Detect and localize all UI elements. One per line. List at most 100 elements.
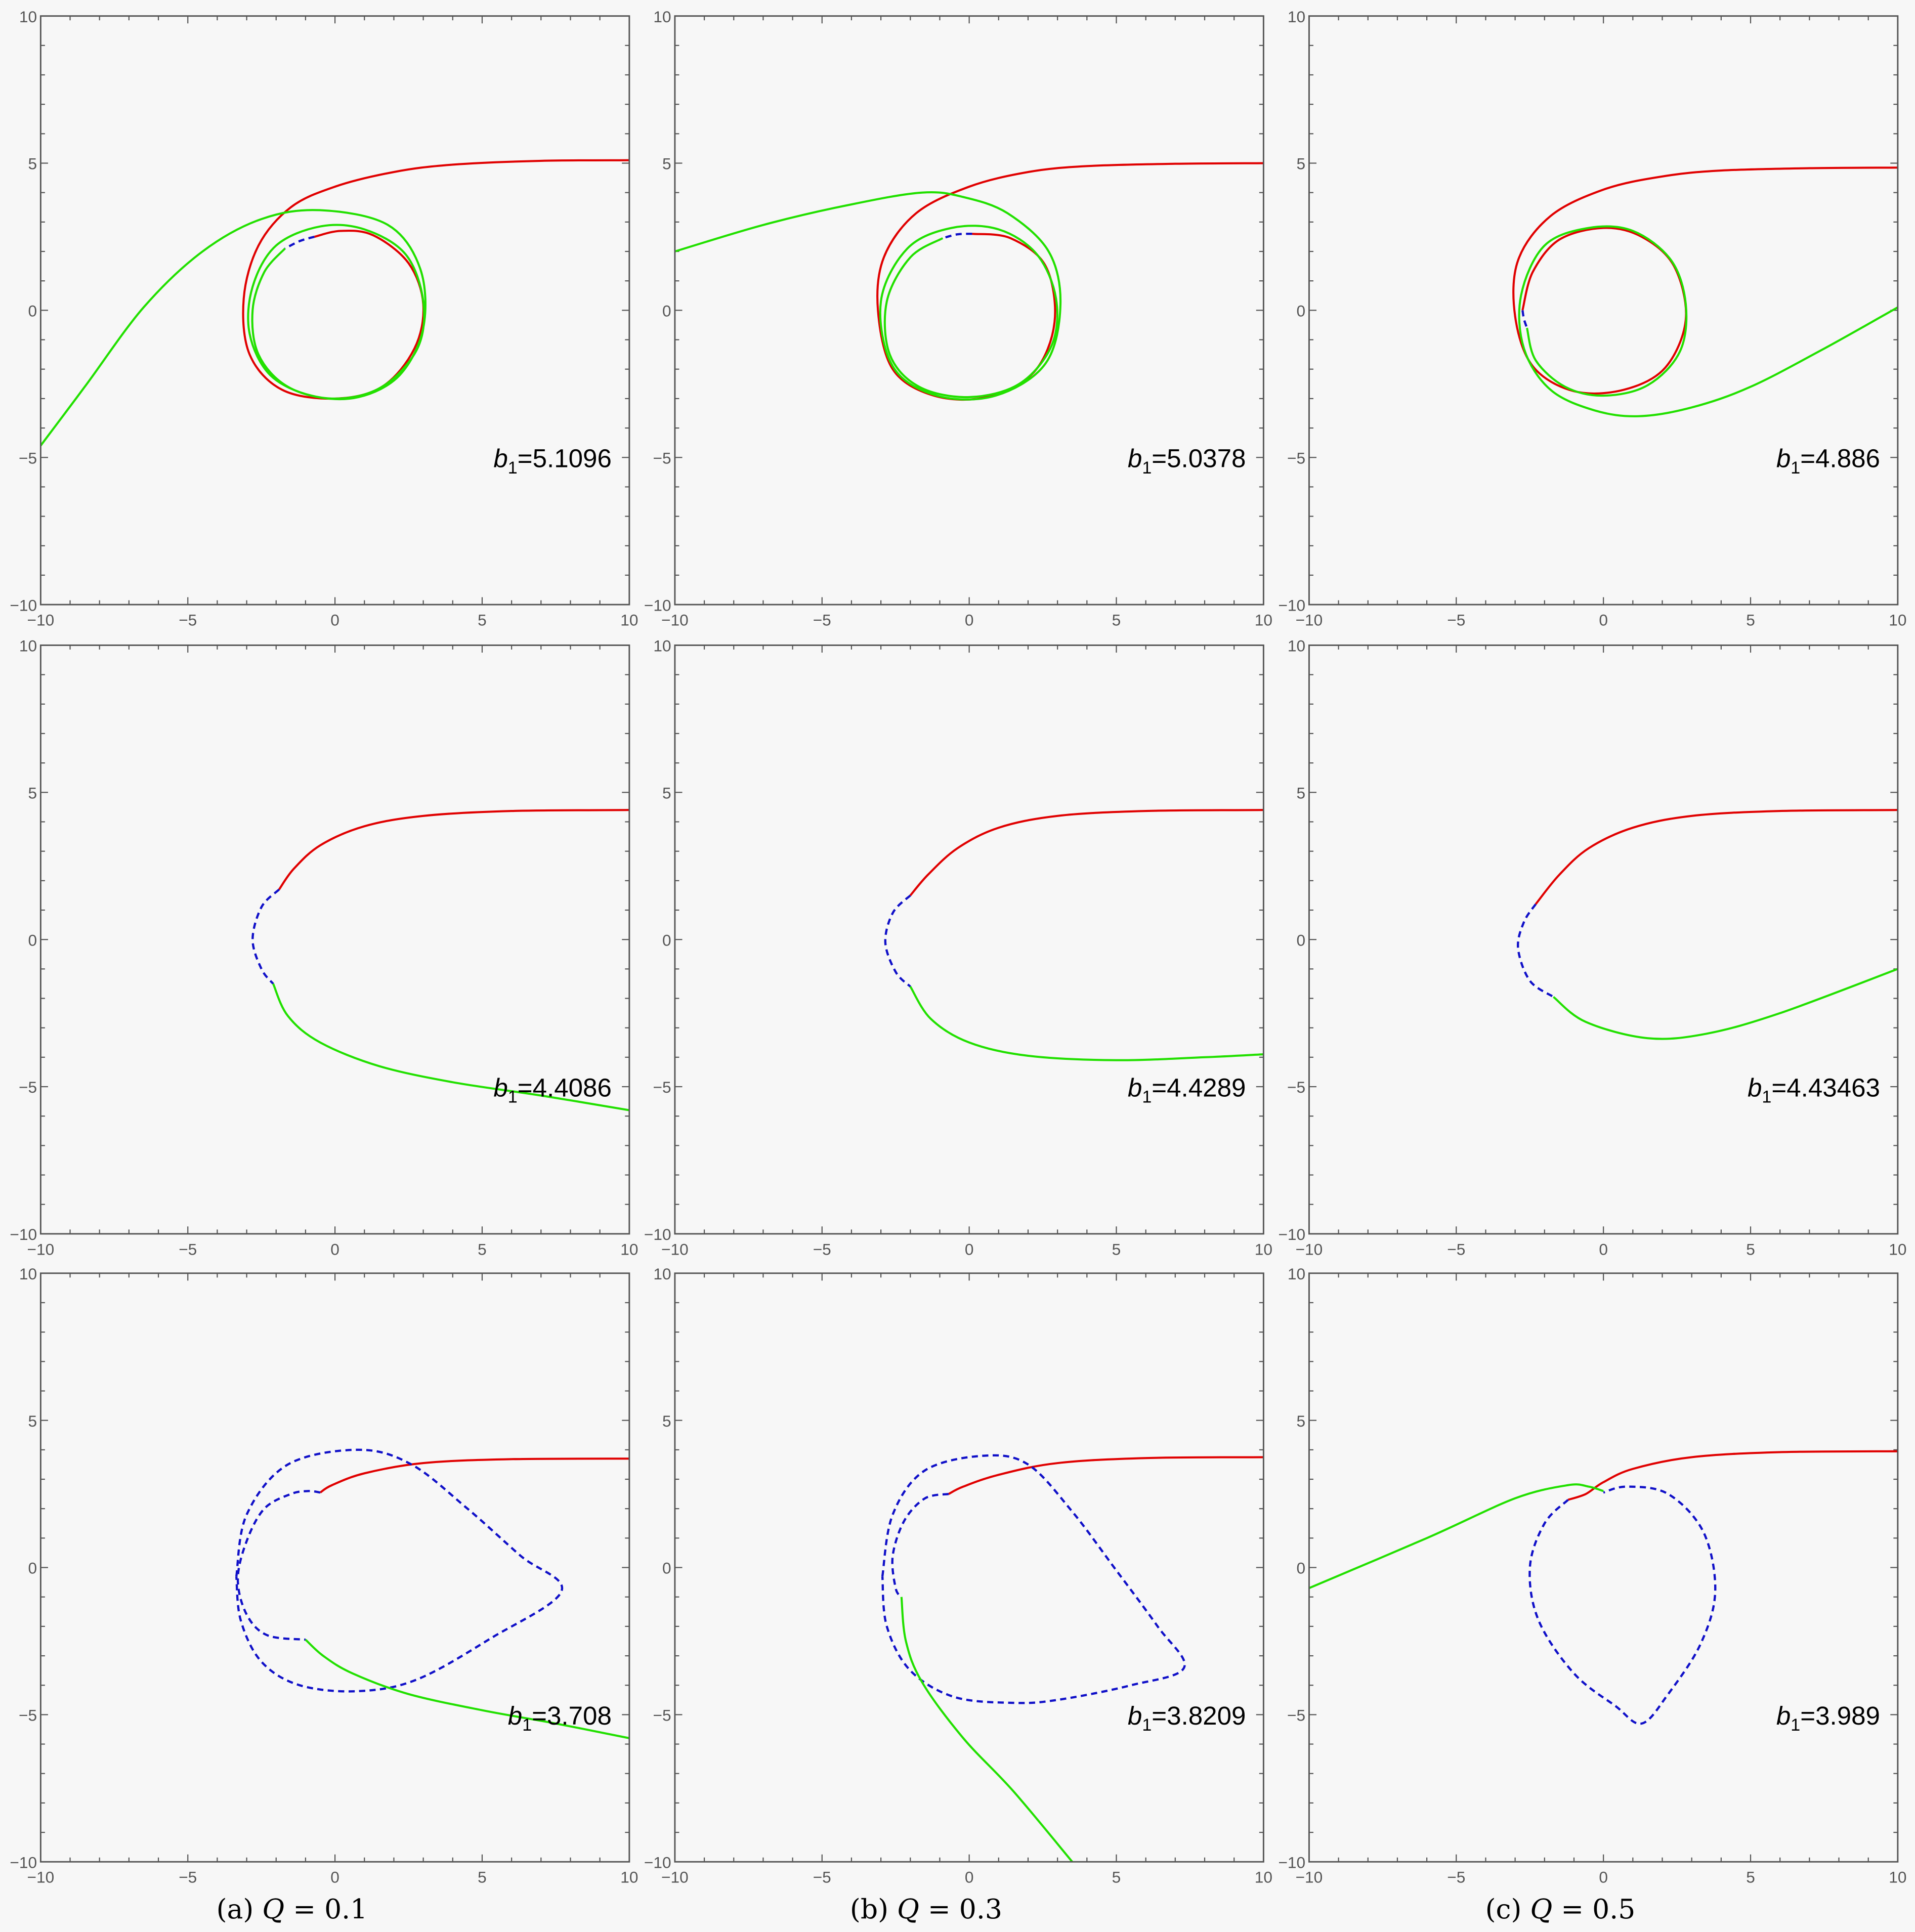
plot-area — [1309, 645, 1898, 1234]
plot-frame — [1308, 15, 1899, 606]
annotation-value: =3.989 — [1800, 1701, 1880, 1730]
x-tick-label: 0 — [1599, 1240, 1608, 1258]
y-tick-label: 0 — [662, 302, 671, 320]
plot-frame — [39, 644, 630, 1235]
blue-trajectory-dashed — [942, 232, 972, 239]
x-tick-label: 0 — [1599, 1868, 1608, 1886]
green-trajectory — [909, 986, 1264, 1061]
x-tick-label: −5 — [1447, 1240, 1465, 1258]
x-tick-label: −10 — [1296, 1240, 1323, 1258]
blue-trajectory-dashed — [251, 888, 280, 984]
annotation-value: =4.4086 — [518, 1074, 612, 1102]
curves — [674, 162, 1264, 401]
annotation-value: =5.0378 — [1152, 444, 1246, 473]
x-tick-label: −5 — [813, 611, 831, 629]
annotation-symbol: b — [1776, 1701, 1791, 1730]
y-tick-label: 10 — [653, 637, 671, 655]
y-tick-label: −10 — [644, 1853, 671, 1871]
caption-value: = 0.3 — [919, 1893, 1002, 1925]
y-tick-label: −10 — [644, 596, 671, 614]
y-tick-label: 5 — [1297, 784, 1306, 802]
caption-label: (a) — [217, 1893, 263, 1925]
y-tick-label: −10 — [1278, 1225, 1305, 1243]
green-trajectory — [674, 191, 1062, 401]
x-tick-label: 10 — [1889, 1868, 1906, 1886]
b1-annotation: b1=3.8209 — [1128, 1701, 1246, 1735]
x-tick-label: −5 — [1447, 1868, 1465, 1886]
plot-frame — [674, 644, 1264, 1235]
x-tick-label: −10 — [661, 611, 689, 629]
annotation-subscript: 1 — [522, 1715, 532, 1735]
y-tick-label: 10 — [19, 637, 37, 655]
annotation-symbol: b — [1128, 1074, 1142, 1102]
blue-trajectory-dashed — [1521, 310, 1528, 328]
b1-annotation: b1=5.0378 — [1128, 444, 1246, 478]
panel-r1-c1: −10 −5 0 5 10 −10 −5 0 5 10 b1=4.4289 — [644, 637, 1272, 1259]
red-trajectory — [1567, 1450, 1898, 1501]
annotation-value: =5.1096 — [518, 444, 612, 473]
panel-r1-c0: −10 −5 0 5 10 −10 −5 0 5 10 b1=4.4086 — [10, 637, 638, 1259]
x-tick-label: 0 — [965, 611, 974, 629]
caption-label: (b) — [850, 1893, 897, 1925]
plot-area — [40, 16, 629, 605]
blue-trajectory-dashed — [1516, 904, 1554, 998]
annotation-value: =3.708 — [532, 1701, 612, 1730]
caption-symbol: Q — [1530, 1893, 1552, 1925]
blue-trajectory-dashed — [881, 1454, 1186, 1704]
x-tick-label: 10 — [620, 611, 638, 629]
x-tick-label: −10 — [1296, 611, 1323, 629]
x-tick-label: 10 — [1889, 611, 1906, 629]
caption-symbol: Q — [897, 1893, 919, 1925]
y-tick-label: 5 — [1297, 155, 1306, 173]
y-tick-label: −10 — [644, 1225, 671, 1243]
y-tick-label: 0 — [662, 1559, 671, 1577]
blue-trajectory-dashed — [236, 1490, 321, 1641]
x-tick-label: 5 — [478, 611, 487, 629]
y-tick-label: 0 — [1297, 931, 1306, 949]
b1-annotation: b1=5.1096 — [493, 444, 612, 478]
annotation-value: =4.43463 — [1771, 1074, 1880, 1102]
plot-area — [1309, 16, 1898, 605]
x-tick-label: 5 — [478, 1868, 487, 1886]
y-tick-label: −10 — [1278, 596, 1305, 614]
x-tick-label: 0 — [330, 1868, 339, 1886]
y-tick-label: 10 — [653, 8, 671, 26]
y-tick-label: −5 — [19, 1078, 37, 1096]
red-trajectory — [242, 159, 629, 400]
curves — [881, 1454, 1264, 1862]
y-tick-label: 5 — [662, 155, 671, 173]
panel-r0-c1: −10 −5 0 5 10 −10 −5 0 5 10 b1=5.0378 — [644, 8, 1272, 629]
caption-label: (c) — [1485, 1893, 1530, 1925]
y-tick-label: −10 — [10, 1853, 37, 1871]
red-trajectory — [278, 809, 629, 890]
y-tick-label: −5 — [1287, 1078, 1305, 1096]
y-tick-label: 10 — [1288, 1265, 1305, 1283]
x-tick-label: 10 — [1889, 1240, 1906, 1258]
b1-annotation: b1=4.4086 — [493, 1074, 612, 1107]
annotation-value: =4.886 — [1800, 444, 1880, 473]
b1-annotation: b1=4.43463 — [1748, 1074, 1880, 1107]
red-trajectory — [876, 162, 1264, 401]
y-tick-label: 5 — [28, 1412, 37, 1430]
x-tick-label: −10 — [27, 1868, 55, 1886]
curves — [251, 809, 629, 1111]
x-tick-label: 5 — [1746, 1868, 1755, 1886]
plot-frame — [39, 1272, 630, 1863]
annotation-symbol: b — [508, 1701, 522, 1730]
annotation-subscript: 1 — [1142, 1715, 1152, 1735]
y-tick-label: 0 — [28, 1559, 37, 1577]
y-tick-label: 5 — [28, 784, 37, 802]
x-tick-label: −5 — [179, 1240, 197, 1258]
plot-frame — [674, 1272, 1264, 1863]
red-trajectory — [1535, 809, 1898, 905]
panel-r1-c2: −10 −5 0 5 10 −10 −5 0 5 10 b1=4.43463 — [1278, 637, 1906, 1259]
blue-trajectory-dashed — [891, 1493, 949, 1598]
y-tick-label: 5 — [1297, 1412, 1306, 1430]
y-tick-label: −5 — [1287, 449, 1305, 467]
x-tick-label: −10 — [27, 1240, 55, 1258]
x-tick-label: −10 — [661, 1868, 689, 1886]
caption-value: = 0.1 — [284, 1893, 367, 1925]
y-tick-label: 10 — [1288, 637, 1305, 655]
green-trajectory — [305, 1639, 629, 1739]
